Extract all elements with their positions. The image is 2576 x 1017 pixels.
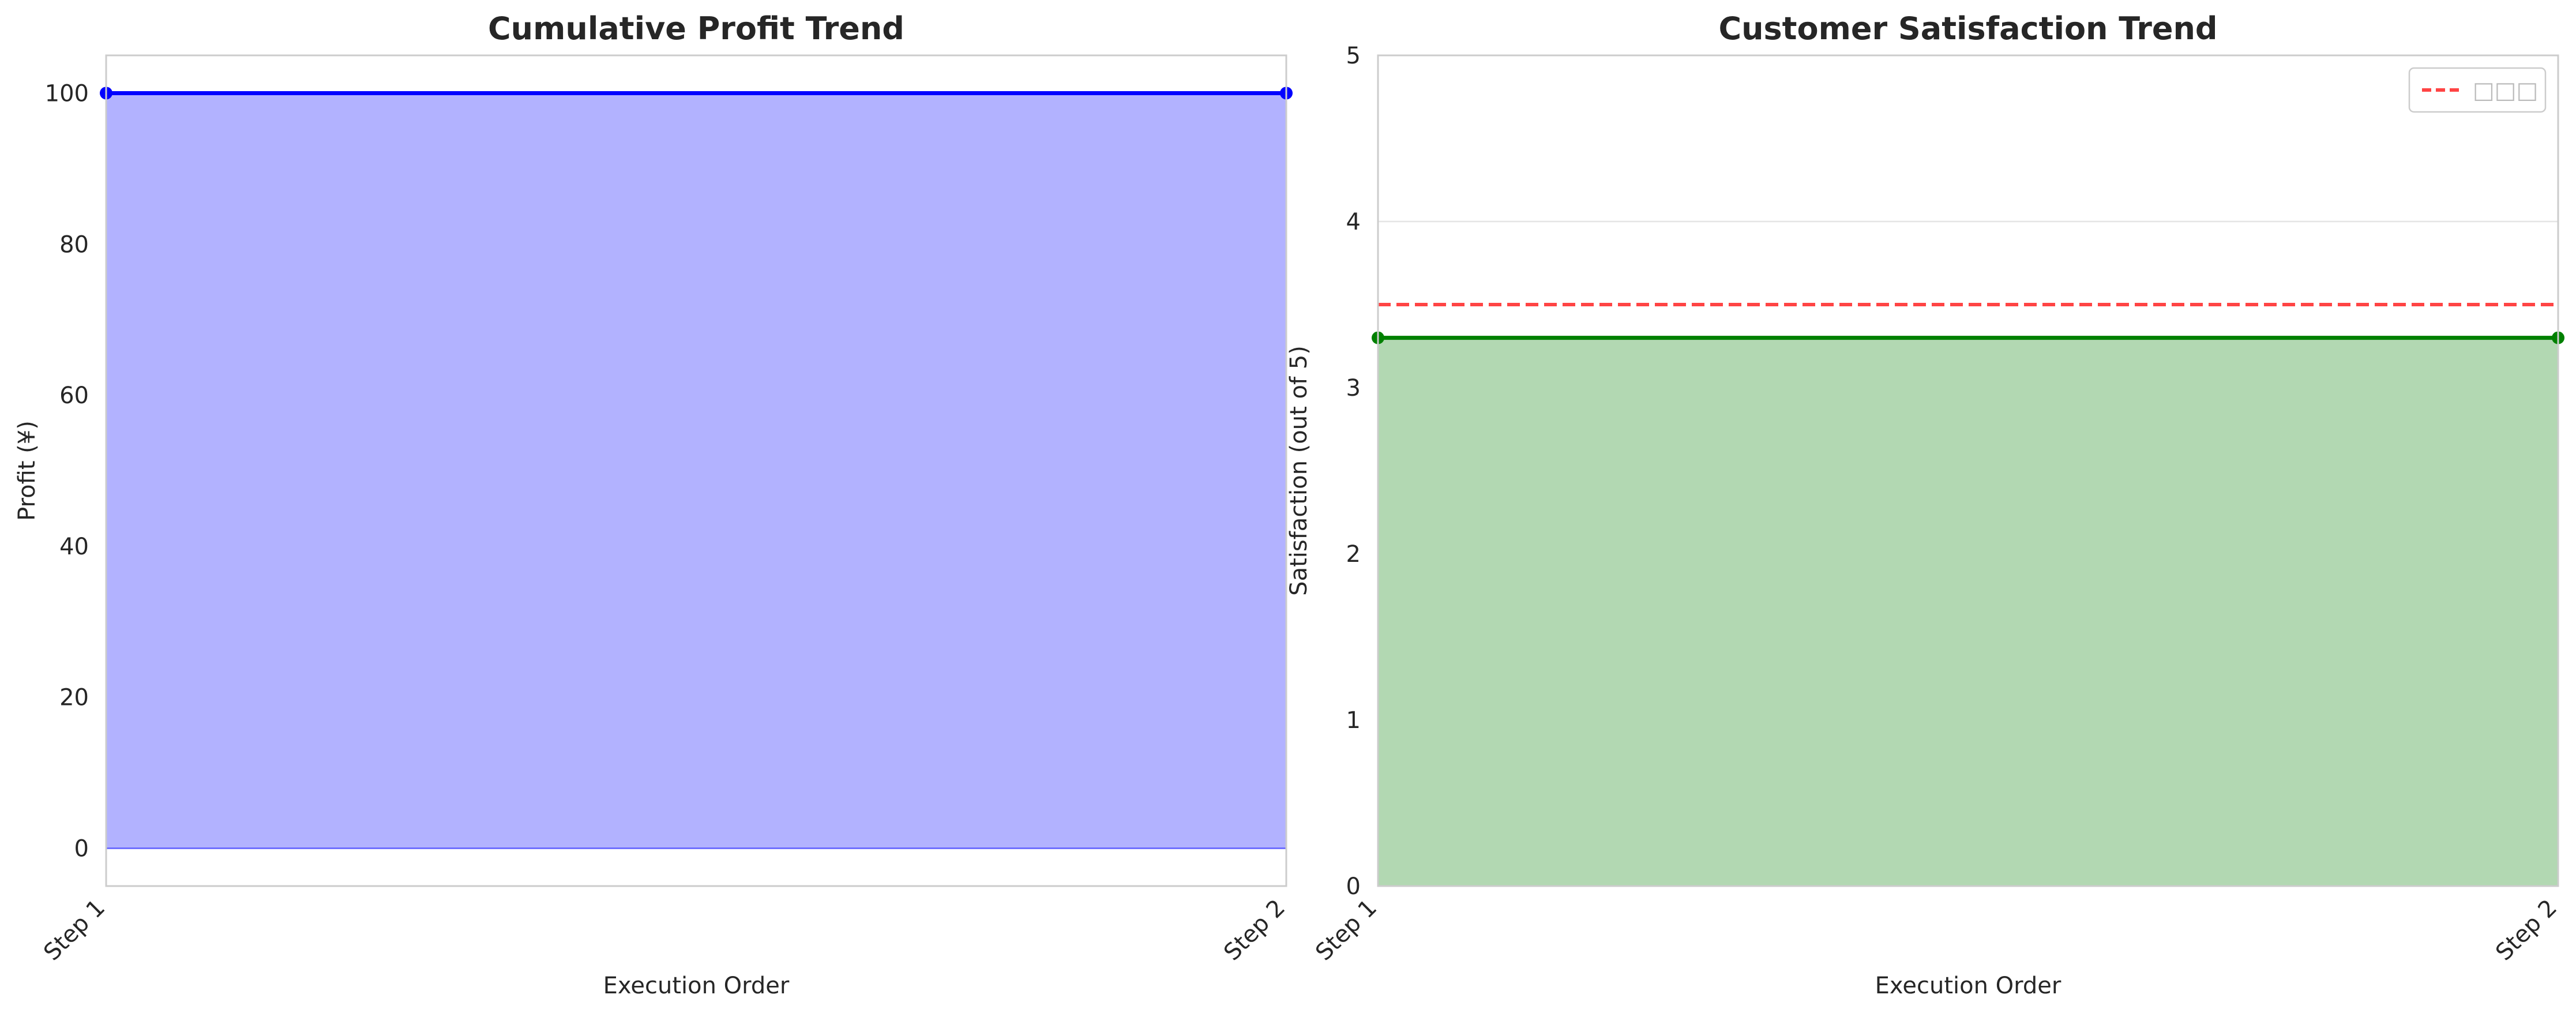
satisfaction-chart-title: Customer Satisfaction Trend — [1718, 10, 2217, 47]
satisfaction-ytick-label: 5 — [1346, 43, 1361, 69]
satisfaction-chart-xlabel: Execution Order — [1875, 973, 2061, 999]
profit-xtick-label: Step 1 — [39, 895, 110, 966]
legend-box — [2408, 67, 2547, 113]
satisfaction-ytick-label: 1 — [1346, 707, 1361, 734]
satisfaction-xtick-label: Step 2 — [2491, 895, 2562, 966]
profit-ytick-label: 20 — [59, 685, 89, 711]
profit-ytick-label: 60 — [59, 382, 89, 409]
profit-chart-title: Cumulative Profit Trend — [488, 10, 904, 47]
satisfaction-area-fill — [1378, 337, 2558, 886]
profit-chart-xlabel: Execution Order — [603, 973, 790, 999]
profit-chart-panel: Cumulative Profit Trend Execution Order … — [14, 10, 1293, 999]
profit-ytick-label: 100 — [45, 80, 89, 107]
satisfaction-ytick-label: 3 — [1346, 375, 1361, 401]
satisfaction-axes-frame — [1377, 54, 2559, 887]
satisfaction-ytick-label: 0 — [1346, 873, 1361, 900]
satisfaction-chart-ylabel: Satisfaction (out of 5) — [1286, 346, 1312, 596]
profit-chart-ylabel: Profit (¥) — [14, 421, 40, 521]
profit-ytick-label: 80 — [59, 231, 89, 258]
profit-ytick-label: 40 — [59, 534, 89, 560]
satisfaction-xtick-label: Step 1 — [1310, 895, 1382, 966]
satisfaction-ytick-label: 2 — [1346, 541, 1361, 568]
profit-area-fill — [106, 93, 1286, 849]
profit-ytick-label: 0 — [74, 836, 89, 862]
legend-label: □□□ — [2473, 77, 2538, 104]
satisfaction-ytick-label: 4 — [1346, 209, 1361, 235]
satisfaction-chart-panel: Customer Satisfaction Trend Execution Or… — [1286, 10, 2564, 999]
profit-xtick-label: Step 2 — [1219, 895, 1290, 966]
profit-axes-frame — [105, 54, 1287, 887]
